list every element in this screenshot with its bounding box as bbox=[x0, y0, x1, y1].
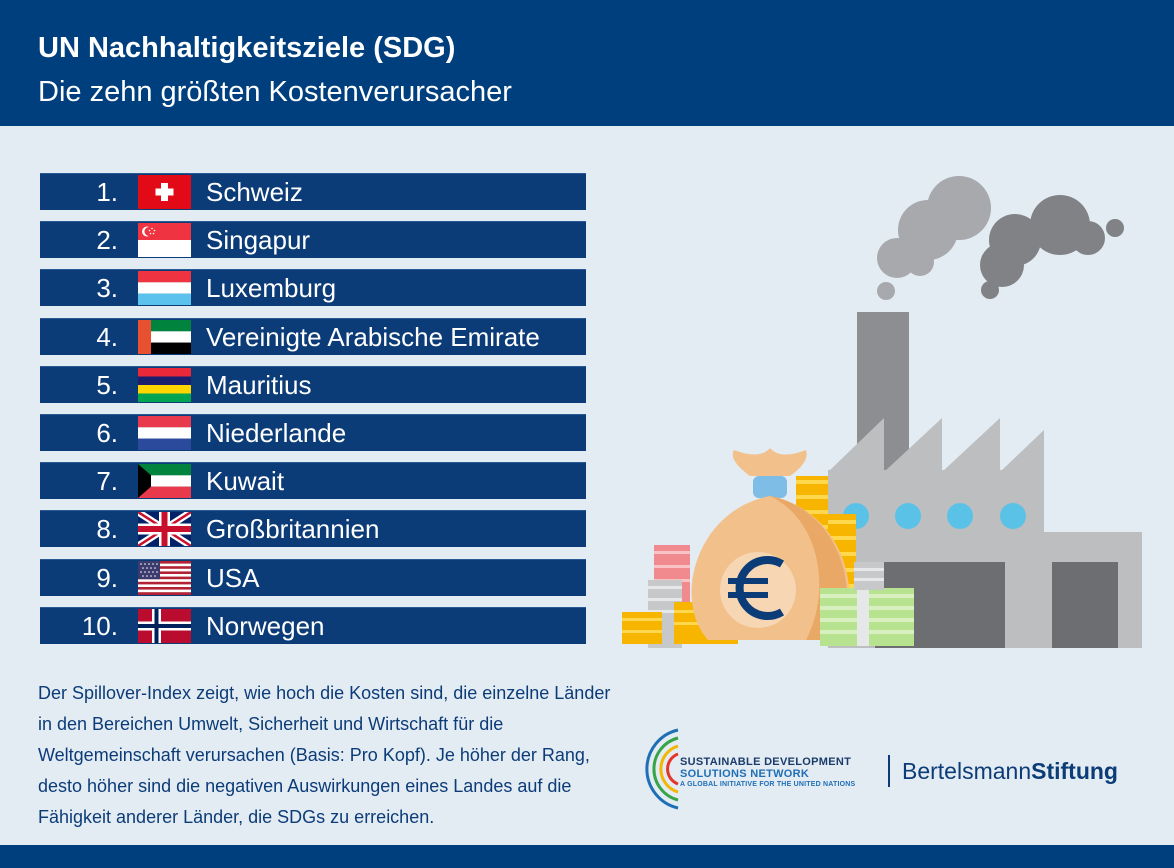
country-name: Singapur bbox=[206, 225, 311, 256]
usa-flag-icon bbox=[138, 560, 191, 595]
country-name: Niederlande bbox=[206, 417, 347, 448]
list-item: 4. Vereinigte Arabische Emirate bbox=[40, 317, 586, 355]
list-item: 2. Singapur bbox=[40, 221, 586, 259]
rank-number: 6. bbox=[96, 417, 118, 448]
factory-icon bbox=[828, 312, 1142, 648]
factory-money-illustration bbox=[622, 176, 1142, 648]
mauritius-flag-icon bbox=[138, 367, 191, 402]
country-name: Mauritius bbox=[206, 369, 312, 400]
netherlands-flag-icon bbox=[138, 415, 191, 450]
sdsn-tagline: A GLOBAL INITIATIVE FOR THE UNITED NATIO… bbox=[680, 781, 856, 788]
rank-number: 1. bbox=[96, 177, 118, 207]
smoke-cloud-icon bbox=[980, 195, 1124, 299]
rank-number: 10. bbox=[81, 610, 118, 641]
list-item: 3. Luxemburg bbox=[40, 269, 586, 307]
uae-flag-icon bbox=[138, 319, 191, 354]
rank-number: 4. bbox=[96, 321, 118, 352]
list-item: 6. Niederlande bbox=[40, 413, 586, 451]
description-text: Der Spillover-Index zeigt, wie hoch die … bbox=[38, 683, 611, 827]
sdsn-logo: SUSTAINABLE DEVELOPMENT SOLUTIONS NETWOR… bbox=[644, 726, 874, 812]
ranking-list: 1. Schweiz 2. Singapur 3. Luxemburg 4. V… bbox=[40, 173, 586, 655]
rank-number: 3. bbox=[96, 273, 118, 304]
smoke-cloud-icon bbox=[877, 176, 991, 300]
sdsn-name-line2: SOLUTIONS NETWORK bbox=[680, 768, 810, 780]
rank-number: 2. bbox=[96, 225, 118, 256]
list-item: 9. USA bbox=[40, 558, 586, 596]
banknote-bundle-icon bbox=[820, 562, 914, 646]
country-name: Kuwait bbox=[206, 466, 285, 497]
switzerland-flag-icon bbox=[138, 175, 191, 209]
rank-number: 5. bbox=[96, 369, 118, 400]
bertelsmann-name: Bertelsmann bbox=[902, 758, 1032, 784]
country-name: USA bbox=[206, 562, 260, 593]
list-item: 8. Großbritannien bbox=[40, 510, 586, 548]
stiftung-name: Stiftung bbox=[1031, 758, 1118, 784]
sdsn-name-line1: SUSTAINABLE DEVELOPMENT bbox=[680, 756, 852, 768]
page-subtitle: Die zehn größten Kostenverursacher bbox=[38, 76, 512, 108]
list-item: 1. Schweiz bbox=[40, 173, 586, 210]
country-name: Luxemburg bbox=[206, 273, 337, 304]
euro-icon bbox=[728, 556, 785, 620]
sdsn-ring-icon bbox=[645, 728, 679, 810]
header-banner: UN Nachhaltigkeitsziele (SDG) Die zehn g… bbox=[0, 0, 1174, 126]
bertelsmann-logo: BertelsmannStiftung bbox=[888, 755, 1118, 787]
list-item: 10. Norwegen bbox=[40, 606, 586, 644]
list-item: 7. Kuwait bbox=[40, 462, 586, 500]
footer-banner bbox=[0, 845, 1174, 868]
rank-number: 8. bbox=[96, 514, 118, 545]
luxembourg-flag-icon bbox=[138, 271, 191, 306]
page-title: UN Nachhaltigkeitsziele (SDG) bbox=[38, 32, 456, 64]
rank-number: 9. bbox=[96, 562, 118, 593]
country-name: Norwegen bbox=[206, 610, 325, 641]
rank-number: 7. bbox=[96, 466, 118, 497]
singapore-flag-icon bbox=[138, 223, 191, 258]
kuwait-flag-icon bbox=[138, 464, 191, 499]
norway-flag-icon bbox=[138, 608, 191, 643]
uk-flag-icon bbox=[138, 512, 191, 547]
country-name: Großbritannien bbox=[206, 514, 380, 545]
country-name: Vereinigte Arabische Emirate bbox=[206, 321, 540, 352]
country-name: Schweiz bbox=[206, 177, 303, 207]
list-item: 5. Mauritius bbox=[40, 365, 586, 403]
